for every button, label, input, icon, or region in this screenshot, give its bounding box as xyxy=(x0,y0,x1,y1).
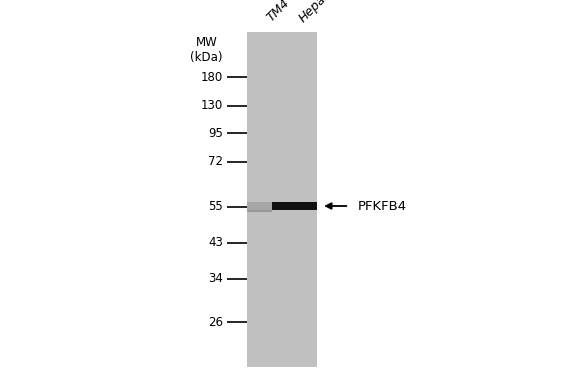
Bar xyxy=(247,210,272,211)
Bar xyxy=(247,211,272,212)
Text: Hepa1-6: Hepa1-6 xyxy=(297,0,343,25)
Text: 95: 95 xyxy=(208,127,223,139)
Text: MW
(kDa): MW (kDa) xyxy=(190,36,223,64)
Bar xyxy=(247,211,272,212)
Text: 72: 72 xyxy=(208,155,223,168)
Bar xyxy=(247,211,272,212)
Bar xyxy=(247,211,272,212)
Bar xyxy=(247,210,272,211)
Text: 34: 34 xyxy=(208,272,223,285)
Bar xyxy=(247,32,317,367)
Bar xyxy=(247,210,272,211)
Text: 26: 26 xyxy=(208,316,223,328)
Bar xyxy=(272,202,317,210)
Text: TM4: TM4 xyxy=(265,0,293,25)
Bar xyxy=(247,211,272,212)
Bar xyxy=(247,211,272,212)
Bar xyxy=(247,211,272,212)
Text: PFKFB4: PFKFB4 xyxy=(358,200,407,212)
Bar xyxy=(247,202,272,210)
Bar xyxy=(247,211,272,212)
Bar xyxy=(247,211,272,212)
Bar xyxy=(247,211,272,212)
Bar xyxy=(247,211,272,212)
Text: 130: 130 xyxy=(201,99,223,112)
Bar xyxy=(247,210,272,211)
Text: 55: 55 xyxy=(208,200,223,213)
Bar xyxy=(247,210,272,211)
Text: 43: 43 xyxy=(208,236,223,249)
Bar xyxy=(247,210,272,211)
Bar xyxy=(247,211,272,212)
Bar xyxy=(247,210,272,211)
Bar xyxy=(247,211,272,212)
Text: 180: 180 xyxy=(201,71,223,84)
